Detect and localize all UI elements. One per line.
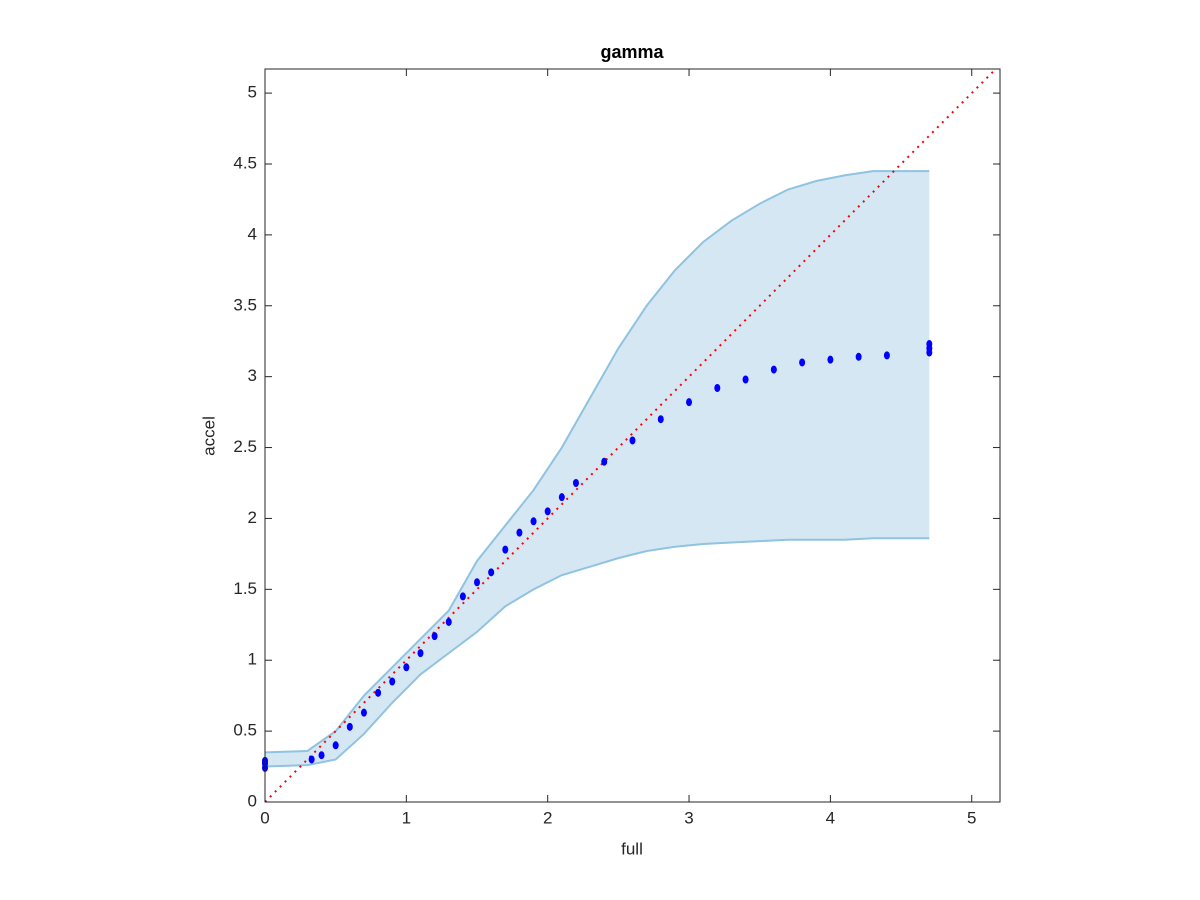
point — [459, 592, 466, 601]
x-tick-label: 1 — [402, 808, 411, 827]
point — [657, 415, 664, 424]
y-tick-label: 1.5 — [233, 579, 257, 598]
point — [417, 649, 424, 658]
y-tick-label: 4 — [248, 224, 257, 243]
point — [742, 375, 749, 384]
y-tick-label: 5 — [248, 83, 257, 102]
point — [686, 398, 693, 407]
point — [516, 528, 523, 537]
y-axis-label: accel — [199, 416, 218, 456]
point — [332, 741, 339, 750]
point — [601, 457, 608, 466]
point — [488, 568, 495, 577]
y-tick-label: 1 — [248, 650, 257, 669]
y-tick-label: 2.5 — [233, 437, 257, 456]
axes-box — [264, 68, 1001, 803]
point — [770, 365, 777, 374]
y-tick-label: 2 — [248, 508, 257, 527]
point — [389, 677, 396, 686]
y-tick-label: 3 — [248, 366, 257, 385]
point — [530, 517, 537, 526]
y-tick-label: 3.5 — [233, 295, 257, 314]
point — [714, 384, 721, 393]
y-tick-label: 4.5 — [233, 153, 257, 172]
point — [375, 688, 382, 697]
x-tick-label: 5 — [967, 808, 976, 827]
y-tick-label: 0 — [248, 791, 257, 810]
point — [308, 755, 315, 764]
x-axis-label: full — [621, 839, 643, 858]
x-tick-label: 2 — [543, 808, 552, 827]
y-tick-label: 0.5 — [233, 721, 257, 740]
point — [926, 340, 933, 349]
point — [318, 751, 325, 760]
point — [572, 478, 579, 487]
band-upper — [264, 170, 930, 754]
point — [629, 436, 636, 445]
chart-title: gamma — [600, 42, 664, 62]
x-tick-label: 3 — [684, 808, 693, 827]
point — [431, 632, 438, 641]
point — [827, 355, 834, 364]
point — [558, 493, 565, 502]
point — [883, 351, 890, 360]
point — [360, 708, 367, 717]
point — [445, 617, 452, 626]
point — [799, 358, 806, 367]
point — [403, 663, 410, 672]
x-tick-label: 4 — [826, 808, 835, 827]
point — [855, 352, 862, 361]
band-lower — [264, 537, 930, 768]
point — [474, 578, 481, 587]
point — [502, 545, 509, 554]
x-tick-label: 0 — [260, 808, 269, 827]
point — [544, 507, 551, 516]
point — [346, 722, 353, 731]
